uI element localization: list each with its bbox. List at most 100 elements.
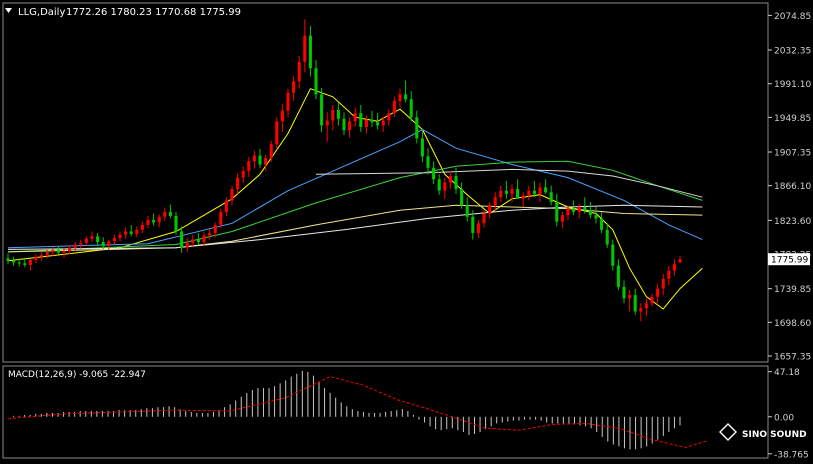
candle (448, 171, 452, 190)
moving-average-line-1 (7, 88, 703, 310)
candle-body (544, 187, 548, 193)
candle-body (398, 94, 402, 101)
candle-body (191, 239, 195, 243)
candle (51, 246, 55, 256)
candle (112, 234, 116, 245)
candle (174, 211, 178, 235)
candle (73, 242, 77, 252)
candle (432, 161, 436, 185)
candle-body (292, 81, 296, 93)
candle (40, 251, 44, 261)
candle (269, 140, 273, 163)
price-tick-label: 1739.85 (774, 285, 811, 295)
candle (454, 167, 458, 194)
candle (286, 88, 290, 118)
candle-body (482, 213, 486, 224)
candle-body (644, 303, 648, 309)
macd-panel-frame (2, 365, 769, 459)
candle (588, 202, 592, 219)
candle-body (527, 190, 531, 196)
candle (17, 258, 21, 267)
candle-body (656, 288, 660, 297)
candle-body (112, 237, 116, 242)
macd-signal-line (7, 376, 708, 448)
candle-body (678, 259, 682, 263)
candle (465, 197, 469, 222)
candle-body (62, 251, 66, 253)
candle-body (443, 182, 447, 191)
candle (476, 220, 480, 238)
candle-body (364, 119, 368, 128)
watermark-logo: SINO SOUND (719, 423, 807, 441)
candle-body (622, 286, 626, 299)
candle-body (353, 113, 357, 122)
candle (566, 205, 570, 221)
candle-body (420, 138, 424, 157)
candle-body (432, 167, 436, 180)
candle-body (252, 155, 256, 162)
candle (404, 80, 408, 103)
candle (387, 109, 391, 126)
logo-diamond-icon (719, 423, 737, 441)
candle (499, 185, 503, 203)
candle-body (387, 113, 391, 121)
candle-body (297, 61, 301, 82)
candle (415, 110, 419, 144)
macd-tick-label: 0.00 (774, 413, 794, 423)
candle (152, 213, 156, 226)
candle (331, 104, 335, 131)
candle-body (280, 110, 284, 122)
candle-body (320, 94, 324, 126)
last-price-tag (768, 253, 810, 266)
candle-body (426, 156, 430, 168)
candle (661, 273, 665, 296)
candle (297, 56, 301, 89)
candle-body (605, 229, 609, 245)
candle (532, 180, 536, 198)
candle (303, 19, 307, 73)
candle (544, 179, 548, 194)
candle-body (146, 220, 150, 225)
candle (398, 88, 402, 108)
candle-body (34, 256, 38, 261)
candle (437, 174, 441, 195)
candle-body (40, 255, 44, 257)
candle-body (342, 118, 346, 131)
candle-body (96, 236, 100, 243)
candle (381, 117, 385, 132)
candle (219, 208, 223, 229)
candle (202, 232, 206, 247)
candle (577, 203, 581, 219)
moving-average-line-6 (315, 168, 703, 198)
dropdown-triangle-icon[interactable] (5, 8, 12, 13)
price-panel-frame (2, 2, 769, 363)
candle (264, 154, 268, 172)
candle (314, 60, 318, 100)
candle (471, 210, 475, 240)
candle-body (348, 121, 352, 131)
candle (639, 303, 643, 322)
candle-body (611, 244, 615, 266)
candle-body (135, 229, 139, 234)
candle-body (404, 94, 408, 100)
symbol-label: LLG,Daily (18, 7, 65, 18)
candle (23, 257, 27, 268)
candle-body (124, 231, 128, 235)
candle-body (516, 189, 520, 199)
price-axis: 2074.85 2032.35 1991.10 1949.85 1907.35 1866.… (768, 12, 811, 363)
candle-body (90, 236, 94, 239)
price-tick-label: 1698.60 (774, 319, 811, 329)
candle-body (23, 263, 27, 265)
candle (460, 182, 464, 209)
candle (118, 231, 122, 242)
candle-body (275, 121, 279, 145)
candle (163, 207, 167, 221)
candle-body (28, 260, 32, 265)
candle-body (152, 220, 156, 223)
candle (12, 256, 16, 266)
candle (594, 206, 598, 224)
candle-body (163, 211, 167, 217)
candle (644, 298, 648, 317)
candle (79, 239, 83, 249)
candle (656, 283, 660, 304)
